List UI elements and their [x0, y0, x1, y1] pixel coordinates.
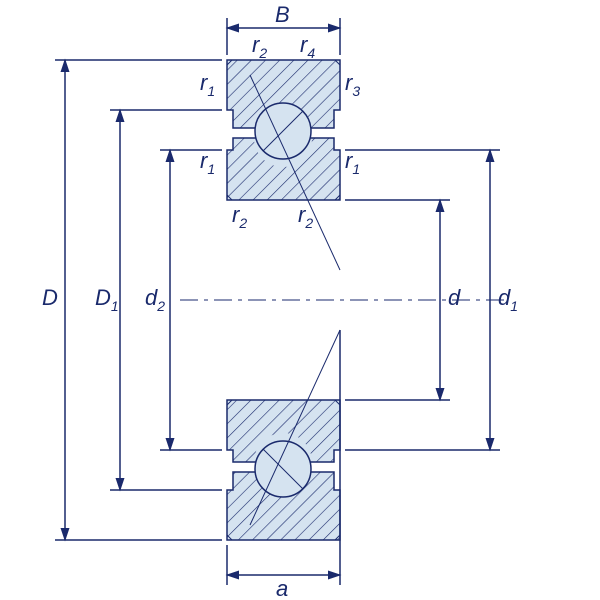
svg-text:r1: r1 [200, 70, 215, 99]
bearing-cross-section-diagram: B D D1 d2 d d1 a [0, 0, 600, 600]
svg-text:r1: r1 [200, 148, 215, 177]
label-a: a [276, 576, 288, 600]
label-D1-sub: 1 [111, 298, 119, 314]
svg-text:B: B [275, 2, 290, 27]
lower-section [227, 330, 340, 540]
label-D: D [42, 285, 58, 310]
label-d1-sub: 1 [510, 298, 518, 314]
label-r1-il-sub: 1 [207, 161, 215, 177]
label-D1: D [95, 285, 111, 310]
svg-text:r1: r1 [345, 148, 360, 177]
label-d: d [448, 285, 461, 310]
label-d1: d [498, 285, 511, 310]
svg-text:d1: d1 [498, 285, 518, 314]
label-r2-irb-sub: 2 [304, 215, 313, 231]
svg-text:D1: D1 [95, 285, 119, 314]
label-r4-sub: 4 [307, 45, 315, 61]
label-r1-olt-sub: 1 [207, 83, 215, 99]
dim-B: B [227, 2, 340, 55]
svg-text:r4: r4 [300, 32, 315, 61]
svg-text:r2: r2 [252, 32, 267, 61]
svg-text:a: a [276, 576, 288, 600]
svg-text:r2: r2 [232, 202, 247, 231]
svg-text:d2: d2 [145, 285, 165, 314]
label-B: B [275, 2, 290, 27]
svg-text:D: D [42, 285, 58, 310]
upper-section [227, 60, 340, 270]
label-r2-ilb-sub: 2 [238, 215, 247, 231]
label-r3-sub: 3 [352, 83, 360, 99]
label-r2-tl-sub: 2 [258, 45, 267, 61]
label-r1-ir-sub: 1 [352, 161, 360, 177]
svg-text:d: d [448, 285, 461, 310]
label-d2: d [145, 285, 158, 310]
svg-text:r3: r3 [345, 70, 360, 99]
label-d2-sub: 2 [156, 298, 165, 314]
